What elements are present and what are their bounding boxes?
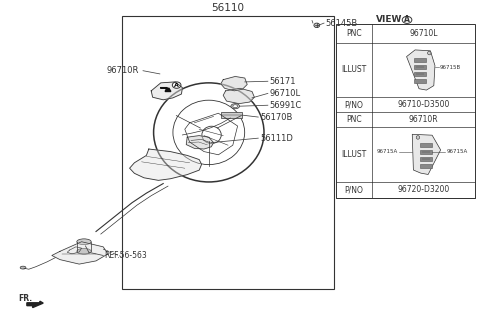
Text: 96710R: 96710R [409, 115, 438, 124]
Text: A: A [174, 82, 179, 88]
Bar [221, 112, 242, 118]
Ellipse shape [233, 105, 238, 108]
Ellipse shape [314, 23, 320, 28]
Ellipse shape [416, 136, 420, 139]
Polygon shape [186, 135, 214, 149]
Text: 96715A: 96715A [377, 149, 398, 154]
Text: 56145B: 56145B [325, 19, 358, 28]
Ellipse shape [77, 248, 91, 254]
Text: PNC: PNC [346, 29, 362, 38]
Text: 96715A: 96715A [446, 149, 468, 154]
Text: 96710R: 96710R [107, 65, 139, 74]
Polygon shape [407, 50, 435, 90]
Bar [414, 58, 426, 62]
Text: 56110: 56110 [212, 3, 244, 13]
Text: ILLUST: ILLUST [341, 65, 367, 74]
Text: 56170B: 56170B [260, 113, 292, 122]
Text: 96710L: 96710L [270, 89, 301, 98]
Text: 56111D: 56111D [260, 134, 293, 143]
Text: 96715B: 96715B [440, 65, 461, 70]
Bar [414, 73, 426, 76]
Text: 96710-D3500: 96710-D3500 [397, 100, 450, 109]
Ellipse shape [20, 266, 26, 269]
Bar [336, 24, 475, 198]
Bar [414, 65, 426, 69]
Ellipse shape [231, 104, 240, 109]
Text: 96710L: 96710L [409, 29, 438, 38]
Bar [420, 163, 432, 168]
Bar [414, 79, 426, 83]
Text: REF.56-563: REF.56-563 [105, 251, 147, 260]
Polygon shape [27, 301, 43, 308]
Polygon shape [412, 134, 441, 175]
Polygon shape [223, 88, 254, 104]
Text: P/NO: P/NO [345, 185, 363, 194]
Ellipse shape [172, 82, 181, 88]
Ellipse shape [428, 51, 431, 55]
Text: ILLUST: ILLUST [341, 150, 367, 159]
Text: VIEW: VIEW [376, 15, 402, 24]
Text: P/NO: P/NO [345, 100, 363, 109]
Text: 56991C: 56991C [270, 101, 302, 110]
Ellipse shape [402, 16, 412, 23]
Bar [420, 150, 432, 154]
Text: 96720-D3200: 96720-D3200 [397, 185, 450, 194]
Text: PNC: PNC [346, 115, 362, 124]
Bar [420, 157, 432, 161]
Text: FR.: FR. [18, 294, 32, 303]
Text: A: A [404, 15, 410, 24]
Polygon shape [52, 242, 108, 264]
Polygon shape [221, 76, 247, 91]
Bar [420, 143, 432, 147]
Polygon shape [130, 149, 202, 180]
Polygon shape [151, 82, 182, 100]
Polygon shape [160, 88, 171, 91]
Ellipse shape [77, 239, 91, 245]
Bar [122, 16, 334, 289]
Text: 56171: 56171 [270, 77, 296, 86]
